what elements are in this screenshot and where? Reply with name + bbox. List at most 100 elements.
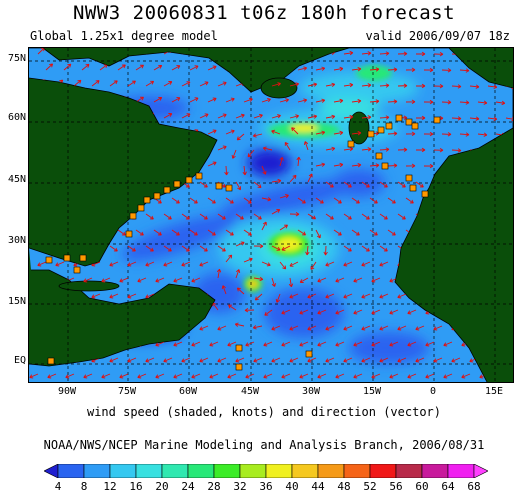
wind-vector [216, 268, 222, 279]
wind-vector [477, 132, 488, 137]
wind-vector [371, 309, 381, 315]
wind-vector [351, 98, 362, 104]
wind-vector [397, 325, 407, 331]
wind-vector [217, 357, 227, 363]
wind-vector [405, 67, 416, 73]
wind-vector [415, 51, 426, 57]
wind-vector [155, 277, 165, 283]
lon-label-15w: 15W [362, 386, 382, 397]
buoy-station-marker [195, 172, 203, 180]
wind-vector [289, 357, 299, 363]
wind-vector [369, 229, 378, 236]
lon-label-90w: 90W [57, 386, 77, 397]
wind-vector [353, 277, 363, 283]
wind-vector [37, 111, 45, 119]
lat-label-75n: 75N [7, 53, 26, 64]
wind-vector [343, 245, 352, 252]
wind-vector [225, 197, 234, 204]
wind-vector [171, 197, 180, 204]
wind-vector [73, 48, 82, 55]
wind-vector [209, 341, 219, 347]
wind-vector [333, 197, 342, 204]
wind-vector [235, 49, 245, 55]
wind-vector [117, 64, 126, 71]
wind-vector [469, 245, 478, 252]
wind-vector [443, 341, 453, 347]
wind-vector [181, 261, 191, 267]
wind-vector [199, 81, 209, 87]
legend-swatch [291, 464, 319, 478]
wind-vector [335, 341, 345, 347]
wind-vector [135, 197, 144, 204]
wind-vector [307, 325, 317, 331]
wind-vector [247, 149, 255, 158]
wind-vector [281, 373, 291, 379]
wind-vector [387, 67, 398, 72]
legend-tick-label: 28 [207, 480, 221, 493]
wind-vector [65, 341, 75, 347]
wind-vector [244, 308, 255, 313]
wind-vector [451, 148, 462, 153]
wind-vector [423, 99, 434, 105]
wind-vector [63, 159, 72, 167]
wind-vector [81, 197, 90, 204]
wind-vector [47, 341, 57, 347]
wind-vector [37, 325, 47, 331]
wind-vector [343, 213, 352, 220]
wind-vector [109, 325, 119, 331]
wind-vector [369, 163, 380, 168]
wind-vector [271, 277, 276, 287]
buoy-station-marker [137, 204, 145, 212]
wind-vector [487, 84, 498, 90]
wind-vector [191, 277, 201, 283]
wind-vector [145, 293, 155, 299]
wind-vector [469, 52, 480, 57]
wind-vector [325, 213, 334, 220]
wind-vector [127, 293, 137, 299]
wind-vector [307, 173, 313, 183]
wind-vector [163, 145, 173, 151]
wind-vector [307, 50, 318, 55]
wind-vector [261, 221, 267, 231]
wind-vector [253, 213, 262, 220]
buoy-station-marker [163, 186, 171, 194]
wind-vector [451, 293, 461, 299]
wind-vector [495, 229, 504, 236]
wind-vector [271, 357, 281, 363]
wind-vector [45, 127, 54, 135]
wind-vector [353, 341, 363, 347]
legend-swatch [161, 464, 189, 478]
wind-vector [369, 67, 380, 72]
wind-vector [145, 325, 155, 331]
valid-time-label: valid 2006/09/07 18z [365, 29, 511, 43]
wind-vector [91, 245, 100, 252]
wind-vector [109, 80, 118, 87]
wind-vector [371, 277, 381, 283]
wind-vector [145, 80, 155, 87]
wind-vector [171, 161, 181, 167]
wind-vector [397, 83, 408, 88]
chart-title: NWW3 20060831 t06z 180h forecast [72, 2, 456, 24]
wind-vector [99, 96, 108, 103]
wind-vector [315, 98, 326, 103]
wind-vector [389, 373, 399, 379]
wind-vector [261, 97, 271, 103]
wind-vector [441, 100, 452, 105]
wind-vector [487, 245, 496, 252]
wind-vector [343, 325, 353, 331]
wind-vector [55, 261, 65, 267]
wind-vector [191, 373, 201, 379]
wind-vector [379, 325, 389, 331]
wind-vector [135, 160, 144, 167]
wind-vector [119, 277, 129, 283]
wind-vector [397, 357, 407, 363]
buoy-station-marker [411, 122, 419, 130]
wind-vector [245, 373, 255, 379]
wind-vector [397, 51, 408, 56]
buoy-station-marker [381, 162, 389, 170]
wind-vector [361, 83, 372, 88]
wind-vector [37, 245, 46, 252]
wind-vector [361, 115, 372, 120]
wind-vector [387, 229, 396, 236]
wind-vector [433, 357, 443, 363]
